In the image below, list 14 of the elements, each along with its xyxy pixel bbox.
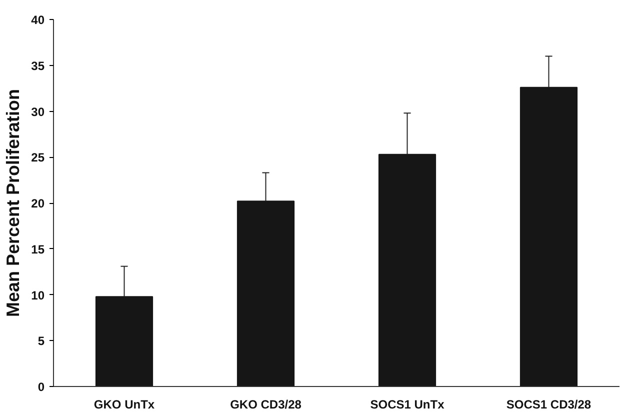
x-tick-label: SOCS1 CD3/28	[506, 398, 592, 412]
y-tick-label: 30	[31, 104, 45, 119]
y-tick-label: 0	[38, 380, 45, 394]
y-tick-label: 40	[31, 13, 45, 27]
y-tick-label: 35	[31, 58, 45, 73]
y-tick-label: 5	[38, 334, 45, 348]
x-tick-label: SOCS1 UnTx	[370, 398, 445, 412]
x-tick-label: GKO CD3/28	[230, 398, 302, 412]
y-tick-label: 10	[31, 288, 45, 302]
y-tick-label: 15	[31, 242, 45, 256]
x-tick-label: GKO UnTx	[94, 398, 155, 412]
y-axis-title: Mean Percent Proliferation	[3, 88, 24, 318]
y-tick-label: 25	[31, 150, 45, 165]
y-tick-label: 20	[31, 196, 45, 210]
